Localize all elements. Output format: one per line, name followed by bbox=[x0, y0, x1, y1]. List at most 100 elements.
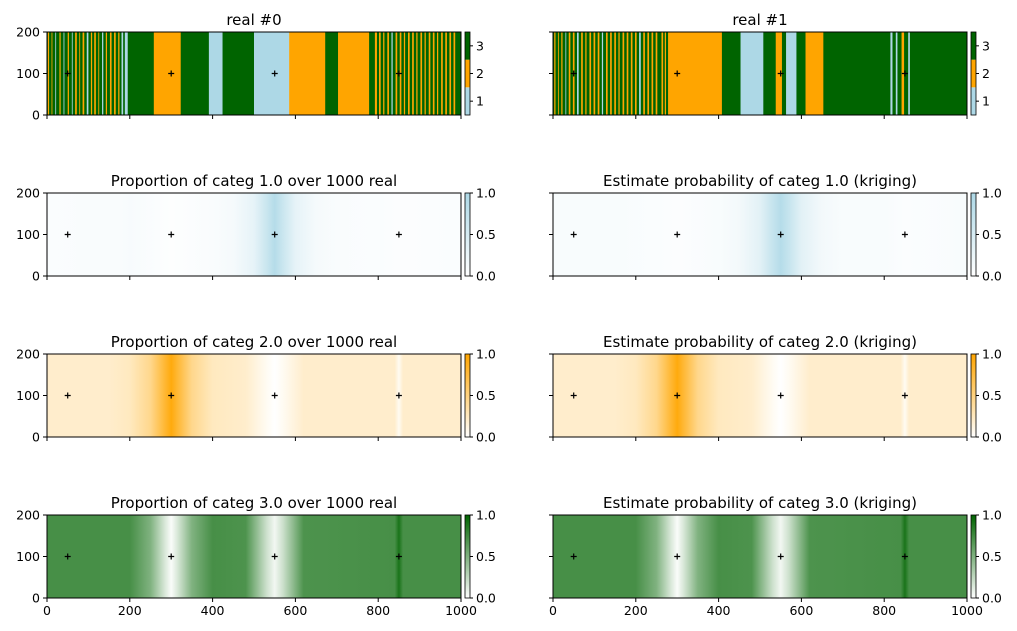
colorbar: 0.0 0.5 1.0 bbox=[464, 508, 496, 606]
facies-column bbox=[582, 32, 586, 115]
facies-column bbox=[438, 32, 442, 115]
colorbar-tick-label: 1 bbox=[476, 94, 484, 109]
panel-6: Proportion of categ 3.0 over 1000 real 0 2… bbox=[16, 494, 496, 618]
facies-column bbox=[566, 32, 570, 115]
x-tick-label: 1000 bbox=[951, 603, 983, 618]
colorbar-segment bbox=[971, 59, 976, 88]
colorbar: 0.0 0.5 1.0 bbox=[464, 186, 496, 284]
data-point-marker bbox=[901, 70, 908, 77]
colorbar: 0.0 0.5 1.0 bbox=[464, 347, 496, 445]
data-point-marker bbox=[674, 231, 681, 238]
facies-column bbox=[123, 32, 126, 115]
data-point-marker bbox=[570, 70, 577, 77]
facies-column bbox=[611, 32, 615, 115]
facies-column bbox=[63, 32, 65, 115]
facies-column bbox=[581, 32, 584, 115]
facies-column bbox=[49, 32, 52, 115]
data-point-marker bbox=[168, 553, 175, 560]
facies-column bbox=[442, 32, 446, 115]
x-tick-label: 800 bbox=[366, 603, 390, 618]
data-point-marker bbox=[901, 231, 908, 238]
facies-column bbox=[420, 32, 423, 115]
facies-column bbox=[52, 32, 56, 115]
colorbar-gradient bbox=[971, 515, 976, 598]
facies-column bbox=[618, 32, 620, 115]
facies-column bbox=[425, 32, 430, 115]
facies-column bbox=[639, 32, 642, 115]
facies-column bbox=[408, 32, 410, 115]
colorbar-tick-label: 1.0 bbox=[476, 186, 496, 201]
data-point-marker bbox=[168, 231, 175, 238]
colorbar: 0.0 0.5 1.0 bbox=[970, 186, 1002, 284]
colorbar-tick-label: 0.0 bbox=[476, 269, 496, 284]
facies-column bbox=[60, 32, 64, 115]
data-point-marker bbox=[901, 392, 908, 399]
probability-map bbox=[553, 193, 967, 276]
facies-column bbox=[380, 32, 384, 115]
data-point-marker bbox=[64, 392, 71, 399]
facies-column bbox=[781, 32, 787, 115]
facies-column bbox=[805, 32, 824, 115]
panel-1: real #1 1 2 3 bbox=[549, 11, 990, 119]
facies-column bbox=[392, 32, 396, 115]
facies-column bbox=[455, 32, 462, 115]
facies-column bbox=[434, 32, 438, 115]
facies-column bbox=[376, 32, 380, 115]
y-tick-label: 100 bbox=[16, 549, 40, 564]
facies-column bbox=[72, 32, 76, 115]
facies-column bbox=[640, 32, 644, 115]
panel-7: Estimate probability of categ 3.0 (krigi… bbox=[549, 494, 1002, 618]
facies-column bbox=[115, 32, 119, 115]
facies-column bbox=[103, 32, 107, 115]
facies-column bbox=[124, 32, 129, 115]
facies-column bbox=[119, 32, 122, 115]
colorbar-tick-label: 0.5 bbox=[982, 549, 1002, 564]
colorbar-frame bbox=[970, 31, 977, 116]
colorbar-tick-label: 1.0 bbox=[476, 347, 496, 362]
facies-column bbox=[589, 32, 592, 115]
facies-column bbox=[796, 32, 806, 115]
facies-column bbox=[593, 32, 596, 115]
facies-column bbox=[369, 32, 376, 115]
probability-map bbox=[553, 515, 967, 598]
y-tick-label: 0 bbox=[32, 591, 40, 606]
facies-column bbox=[663, 32, 666, 115]
facies-column bbox=[430, 32, 434, 115]
facies-column bbox=[384, 32, 388, 115]
facies-column bbox=[409, 32, 413, 115]
facies-column bbox=[391, 32, 393, 115]
data-point-marker bbox=[570, 231, 577, 238]
facies-column bbox=[75, 32, 78, 115]
data-point-marker bbox=[674, 70, 681, 77]
y-tick-label: 200 bbox=[16, 25, 40, 40]
facies-column bbox=[95, 32, 99, 115]
facies-column bbox=[88, 32, 92, 115]
y-tick-label: 200 bbox=[16, 347, 40, 362]
facies-column bbox=[628, 32, 632, 115]
facies-column bbox=[405, 32, 409, 115]
colorbar-tick-label: 0.5 bbox=[476, 388, 496, 403]
colorbar: 1 2 3 bbox=[970, 31, 990, 116]
x-tick-label: 1000 bbox=[445, 603, 477, 618]
facies-column bbox=[657, 32, 662, 115]
colorbar-frame bbox=[464, 514, 471, 599]
data-point-marker bbox=[64, 70, 71, 77]
colorbar-segment bbox=[971, 32, 976, 60]
facies-column bbox=[453, 32, 456, 115]
colorbar-tick-label: 2 bbox=[982, 66, 990, 81]
panel-title: real #0 bbox=[226, 11, 281, 29]
panel-title: Proportion of categ 1.0 over 1000 real bbox=[111, 172, 397, 190]
facies-column bbox=[624, 32, 627, 115]
facies-column bbox=[591, 32, 594, 115]
facies-column bbox=[595, 32, 599, 115]
panel-3: Estimate probability of categ 1.0 (krigi… bbox=[549, 172, 1002, 284]
facies-column bbox=[565, 32, 567, 115]
facies-column bbox=[554, 32, 556, 115]
data-point-marker bbox=[570, 392, 577, 399]
facies-column bbox=[428, 32, 431, 115]
facies-column bbox=[417, 32, 421, 115]
facies-column bbox=[599, 32, 603, 115]
facies-column bbox=[666, 32, 669, 115]
facies-column bbox=[597, 32, 600, 115]
facies-column bbox=[55, 32, 57, 115]
